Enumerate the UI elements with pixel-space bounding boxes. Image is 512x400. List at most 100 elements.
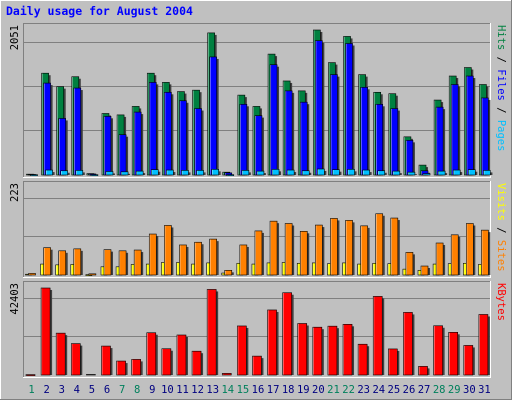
bar-sites-day-10-body	[164, 225, 172, 275]
bar-sites-day-1	[28, 273, 36, 276]
bar-kbytes-day-28-edge	[433, 325, 443, 376]
bar-sites-day-22-shadow	[352, 222, 355, 275]
bar-sites-day-10-edge	[164, 225, 172, 276]
bar-kbytes-day-30-shadow	[472, 347, 475, 375]
bar-pages-day-9-shadow	[158, 171, 161, 175]
bar-kbytes-day-11-shadow	[185, 336, 188, 375]
bar-files-day-31	[481, 97, 491, 176]
bar-pages-day-9-edge	[150, 169, 159, 176]
bar-kbytes-day-15-shadow	[246, 327, 249, 375]
bar-kbytes-day-18	[282, 292, 294, 376]
bar-files-day-4-shadow	[80, 90, 83, 175]
bar-kbytes-day-15	[237, 325, 249, 376]
bar-kbytes-day-15-body	[237, 325, 247, 375]
bar-sites-day-24-edge	[375, 213, 384, 276]
bar-files-day-3	[58, 118, 68, 176]
bar-kbytes-day-7-edge	[116, 360, 126, 376]
day-label: 4	[74, 384, 80, 396]
bar-files-day-17	[269, 64, 280, 176]
bar-sites-day-9-body	[149, 234, 157, 275]
bar-pages-day-18	[286, 169, 297, 176]
bar-kbytes-day-16-edge	[252, 355, 262, 376]
bar-pages-day-27	[422, 173, 431, 176]
bar-sites-day-14	[224, 270, 234, 276]
bar-files-day-11-body	[179, 100, 187, 175]
bar-kbytes-day-9	[146, 332, 158, 376]
bar-sites-day-17	[269, 220, 280, 276]
bar-kbytes-day-3-body	[56, 333, 66, 375]
bar-kbytes-day-26-body	[403, 312, 413, 375]
bar-pages-day-11-body	[181, 170, 189, 175]
bar-pages-day-20	[317, 168, 327, 176]
bar-files-day-30	[466, 75, 476, 176]
bar-files-day-20	[315, 40, 325, 176]
bar-pages-day-26-edge	[407, 171, 416, 176]
bar-kbytes-day-10	[161, 348, 173, 376]
bar-kbytes-day-31-body	[478, 314, 488, 375]
bar-sites-day-11-body	[179, 244, 187, 275]
bar-files-day-12	[194, 108, 204, 176]
bar-files-day-19	[299, 101, 310, 176]
bar-pages-day-22-shadow	[354, 171, 357, 175]
bar-kbytes-day-10-edge	[161, 348, 172, 376]
bar-pages-day-6	[105, 171, 115, 176]
bar-pages-day-20-shadow	[324, 170, 327, 175]
bar-sites-day-9-edge	[148, 233, 157, 276]
bar-kbytes-day-8-body	[131, 359, 141, 375]
bar-sites-day-25	[390, 217, 400, 276]
series-legend: Visits / Sites	[495, 183, 507, 272]
bar-kbytes-day-29-edge	[448, 332, 459, 376]
legend-pages: Pages	[495, 120, 507, 152]
bar-pages-day-30	[468, 169, 478, 176]
bar-kbytes-day-12-body	[192, 351, 202, 375]
day-label: 26	[403, 384, 416, 396]
day-labels-group: 1 2 3 4 5 6 7 8 9 10 11 12 13 14 15 16 17 18 19 20 21 22 23 24 2…	[28, 384, 490, 396]
bar-sites-day-8	[133, 249, 144, 276]
bar-sites-day-3-edge	[58, 250, 66, 276]
bar-sites-day-16-body	[254, 230, 262, 275]
bar-sites-day-14-shadow	[231, 272, 234, 275]
bar-files-day-26-body	[405, 140, 413, 175]
bar-sites-day-13-body	[209, 239, 217, 275]
bar-pages-day-29-shadow	[460, 172, 463, 175]
bar-sites-day-3	[58, 250, 68, 276]
bar-pages-day-15-shadow	[248, 172, 251, 175]
bar-kbytes-day-29-shadow	[457, 334, 460, 375]
bar-pages-day-23	[362, 169, 372, 176]
bar-files-day-21	[330, 74, 340, 176]
bar-sites-day-4	[73, 248, 83, 276]
bar-sites-day-20	[315, 224, 325, 276]
bar-files-day-17-shadow	[277, 66, 280, 175]
bar-kbytes-day-2	[40, 287, 53, 376]
bar-files-day-24	[375, 104, 385, 176]
bar-pages-day-12-shadow	[203, 172, 206, 175]
bar-sites-day-22-edge	[345, 220, 353, 276]
bar-files-day-17-body	[270, 64, 278, 175]
bar-sites-day-28	[435, 242, 446, 276]
bar-kbytes-day-22-body	[343, 324, 353, 375]
bar-pages-day-25	[392, 170, 402, 176]
bar-kbytes-day-5-edge	[86, 374, 96, 376]
bar-pages-day-7-edge	[120, 171, 129, 176]
bar-pages-day-11	[181, 170, 191, 176]
bar-sites-day-20-edge	[315, 224, 323, 276]
bar-sites-day-21-edge	[330, 218, 338, 276]
bar-files-day-23-shadow	[367, 89, 370, 175]
panel-visits-sites: 223 Visits / Sites	[9, 181, 507, 278]
bar-kbytes-day-4-body	[71, 343, 81, 375]
bar-sites-day-22-body	[345, 220, 353, 275]
bar-files-day-31-body	[481, 97, 489, 175]
day-label: 15	[237, 384, 250, 396]
bar-kbytes-day-23	[357, 343, 370, 376]
bar-kbytes-day-3	[55, 332, 68, 376]
bar-sites-day-28-body	[436, 243, 444, 275]
bar-kbytes-day-28	[433, 325, 445, 376]
bar-files-day-3-body	[58, 118, 66, 175]
day-label: 25	[388, 384, 401, 396]
bar-files-day-25	[390, 108, 400, 176]
bar-pages-day-26-shadow	[414, 174, 417, 175]
bar-kbytes-day-8-shadow	[140, 361, 143, 375]
bar-sites-day-23-shadow	[367, 227, 370, 275]
bar-sites-day-19-edge	[299, 231, 308, 276]
bar-sites-day-23	[360, 225, 370, 276]
